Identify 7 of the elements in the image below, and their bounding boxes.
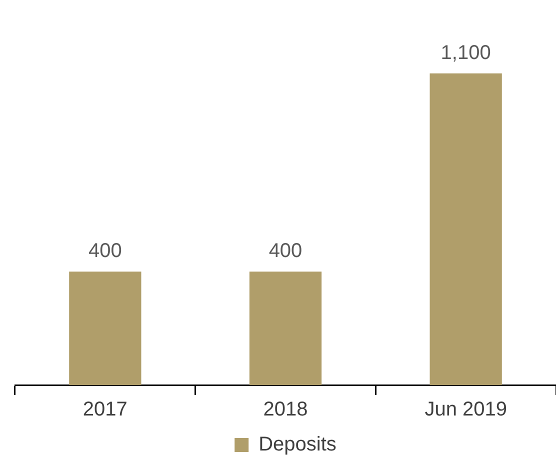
data-label: 1,100 [440,42,491,64]
x-tick-label: Jun 2019 [424,398,507,421]
data-label: 400 [88,240,122,262]
x-tick-label: 2017 [82,398,128,421]
legend-label: Deposits [258,434,336,456]
data-label: 400 [268,240,302,262]
x-tick-label: 2018 [263,398,308,421]
